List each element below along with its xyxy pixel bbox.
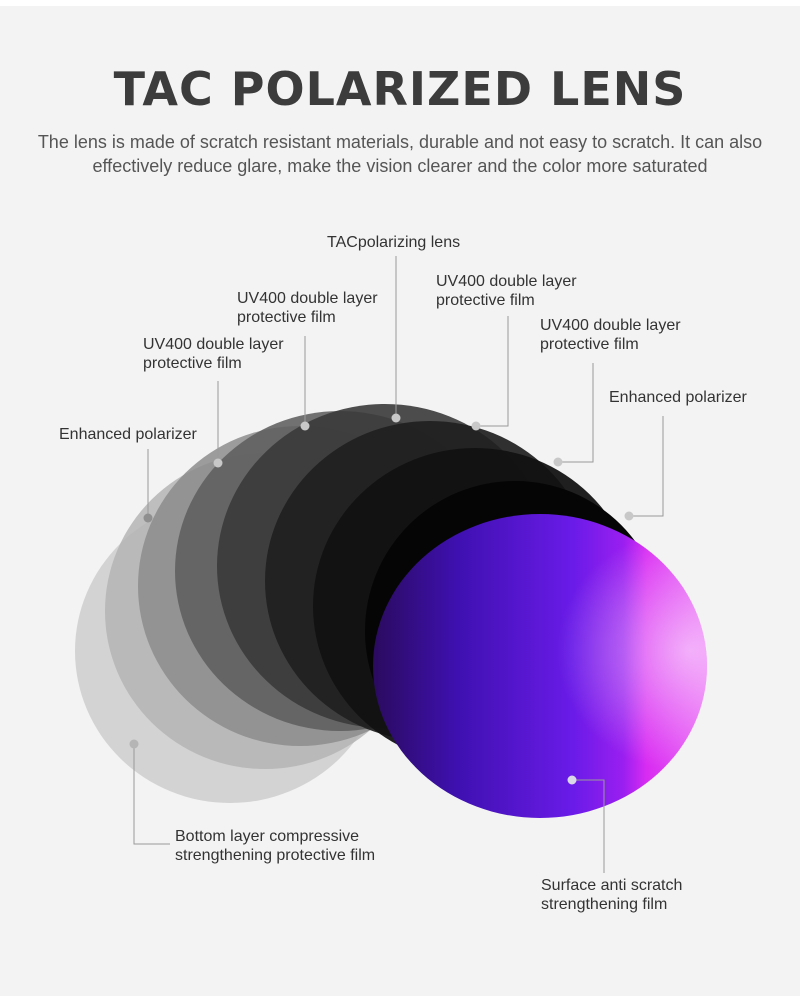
marker-dot-polarizer-left	[143, 513, 153, 523]
label-tac-polarizing-lens: TACpolarizing lens	[327, 234, 461, 251]
marker-dot-uv400-d	[553, 457, 563, 467]
marker-dot-bottom	[129, 739, 139, 749]
marker-dot-tac	[391, 413, 401, 423]
marker-dot-uv400-b	[300, 421, 310, 431]
leader-lines	[133, 256, 664, 873]
label-uv400-film-c: UV400 double layer protective film	[436, 273, 577, 309]
label-enhanced-polarizer-right: Enhanced polarizer	[609, 389, 747, 406]
label-enhanced-polarizer-left: Enhanced polarizer	[59, 426, 197, 443]
lens-surface-shine	[373, 514, 707, 818]
canvas: TAC POLARIZED LENS The lens is made of s…	[0, 6, 800, 996]
page-title: TAC POLARIZED LENS	[113, 62, 687, 116]
marker-dot-uv400-a	[213, 458, 223, 468]
marker-dots	[129, 413, 634, 785]
marker-dot-polarizer-right	[624, 511, 634, 521]
label-bottom-layer: Bottom layer compressive strengthening p…	[175, 828, 376, 864]
marker-dot-surface	[567, 775, 577, 785]
label-uv400-film-d: UV400 double layer protective film	[540, 317, 681, 353]
lens-layers-diagram	[75, 256, 707, 873]
label-uv400-film-b: UV400 double layer protective film	[237, 290, 378, 326]
label-uv400-film-a: UV400 double layer protective film	[143, 336, 284, 372]
marker-dot-uv400-c	[471, 421, 481, 431]
label-surface-layer: Surface anti scratch strengthening film	[541, 877, 683, 913]
page-description: The lens is made of scratch resistant ma…	[37, 132, 763, 176]
